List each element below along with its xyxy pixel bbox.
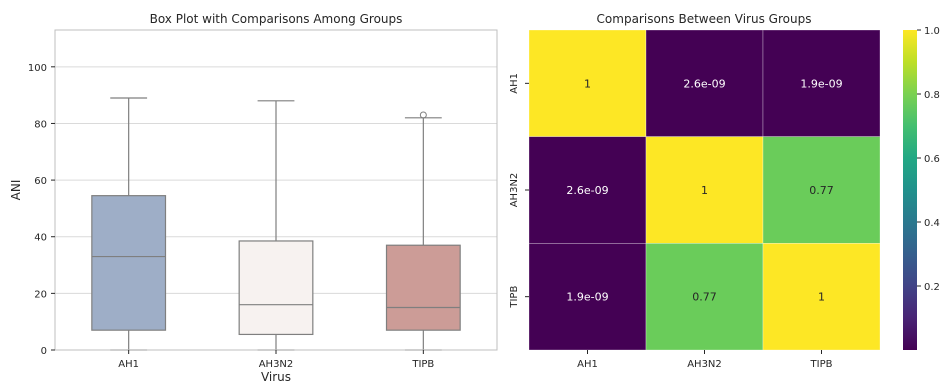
column-label: AH3N2: [687, 359, 722, 370]
heatmap-cell: [528, 29, 647, 137]
heatmap-cells: 1 2.6e-09 1.9e-09 2.6e-09 1 0.77 1.9e-09 0.77 1: [528, 29, 881, 351]
outlier-point: [419, 111, 427, 119]
heatmap-cell-label: 1: [701, 184, 708, 197]
box-iqr: [238, 240, 314, 336]
x-tick-label: AH1: [118, 359, 139, 370]
heatmap-cell-label: 0.77: [692, 291, 717, 304]
heatmap-title: Comparisons Between Virus Groups: [597, 12, 812, 26]
heatmap-cell-label: 0.77: [809, 184, 834, 197]
heatmap-cell-label: 1.9e-09: [800, 77, 842, 90]
heatmap-row-labels: AH1 AH3N2 TIPB: [509, 73, 529, 309]
y-tick-label: 100: [28, 63, 47, 74]
colorbar-tick-label: 0.4: [924, 218, 940, 229]
row-label: TIPB: [509, 286, 520, 309]
box-plot-title: Box Plot with Comparisons Among Groups: [150, 12, 403, 26]
x-tick-label: TIPB: [411, 359, 434, 370]
heatmap-cell: [528, 136, 647, 244]
column-label: TIPB: [810, 359, 833, 370]
box-plot-chart: Box Plot with Comparisons Among Groups 0…: [9, 12, 498, 384]
box-plot-y-ticks: 0 20 40 60 80 100: [28, 63, 55, 357]
colorbar-tick-label: 0.6: [924, 154, 940, 165]
box-plot-x-axis-label: Virus: [261, 370, 291, 384]
colorbar: [903, 30, 917, 350]
y-tick-label: 20: [34, 289, 47, 300]
row-label: AH3N2: [509, 173, 520, 208]
heatmap-cell: [762, 29, 881, 137]
row-label: AH1: [509, 73, 520, 94]
column-label: AH1: [577, 359, 598, 370]
heatmap-column-labels: AH1 AH3N2 TIPB: [577, 350, 833, 370]
box-ah1: [91, 97, 167, 351]
box-plot-boxes: [91, 97, 461, 351]
box-plot-y-axis-label: ANI: [9, 180, 23, 201]
heatmap-cell: [762, 136, 881, 244]
heatmap-cell-label: 2.6e-09: [566, 184, 608, 197]
x-tick-label: AH3N2: [259, 359, 294, 370]
box-iqr: [385, 244, 461, 331]
heatmap-chart: Comparisons Between Virus Groups 1 2.6e-0…: [509, 12, 940, 370]
heatmap-cell: [645, 29, 764, 137]
y-tick-label: 60: [34, 176, 47, 187]
box-plot-x-ticks: AH1 AH3N2 TIPB: [118, 350, 434, 370]
colorbar-tick-label: 0.8: [924, 90, 940, 101]
box-iqr: [91, 195, 167, 331]
box-tipb: [385, 111, 461, 351]
heatmap-cell: [645, 136, 764, 244]
y-tick-label: 0: [41, 346, 47, 357]
heatmap-cell-label: 1: [818, 291, 825, 304]
colorbar-tick-label: 1.0: [924, 26, 940, 37]
y-tick-label: 40: [34, 233, 47, 244]
heatmap-cell: [645, 243, 764, 351]
colorbar-ticks: 0.2 0.4 0.6 0.8 1.0: [917, 26, 940, 293]
colorbar-tick-label: 0.2: [924, 282, 940, 293]
heatmap-cell-label: 1: [584, 77, 591, 90]
heatmap-cell-label: 2.6e-09: [683, 77, 725, 90]
heatmap-cell-label: 1.9e-09: [566, 291, 608, 304]
heatmap-cell: [528, 243, 647, 351]
y-tick-label: 80: [34, 119, 47, 130]
box-ah3n2: [238, 100, 314, 351]
